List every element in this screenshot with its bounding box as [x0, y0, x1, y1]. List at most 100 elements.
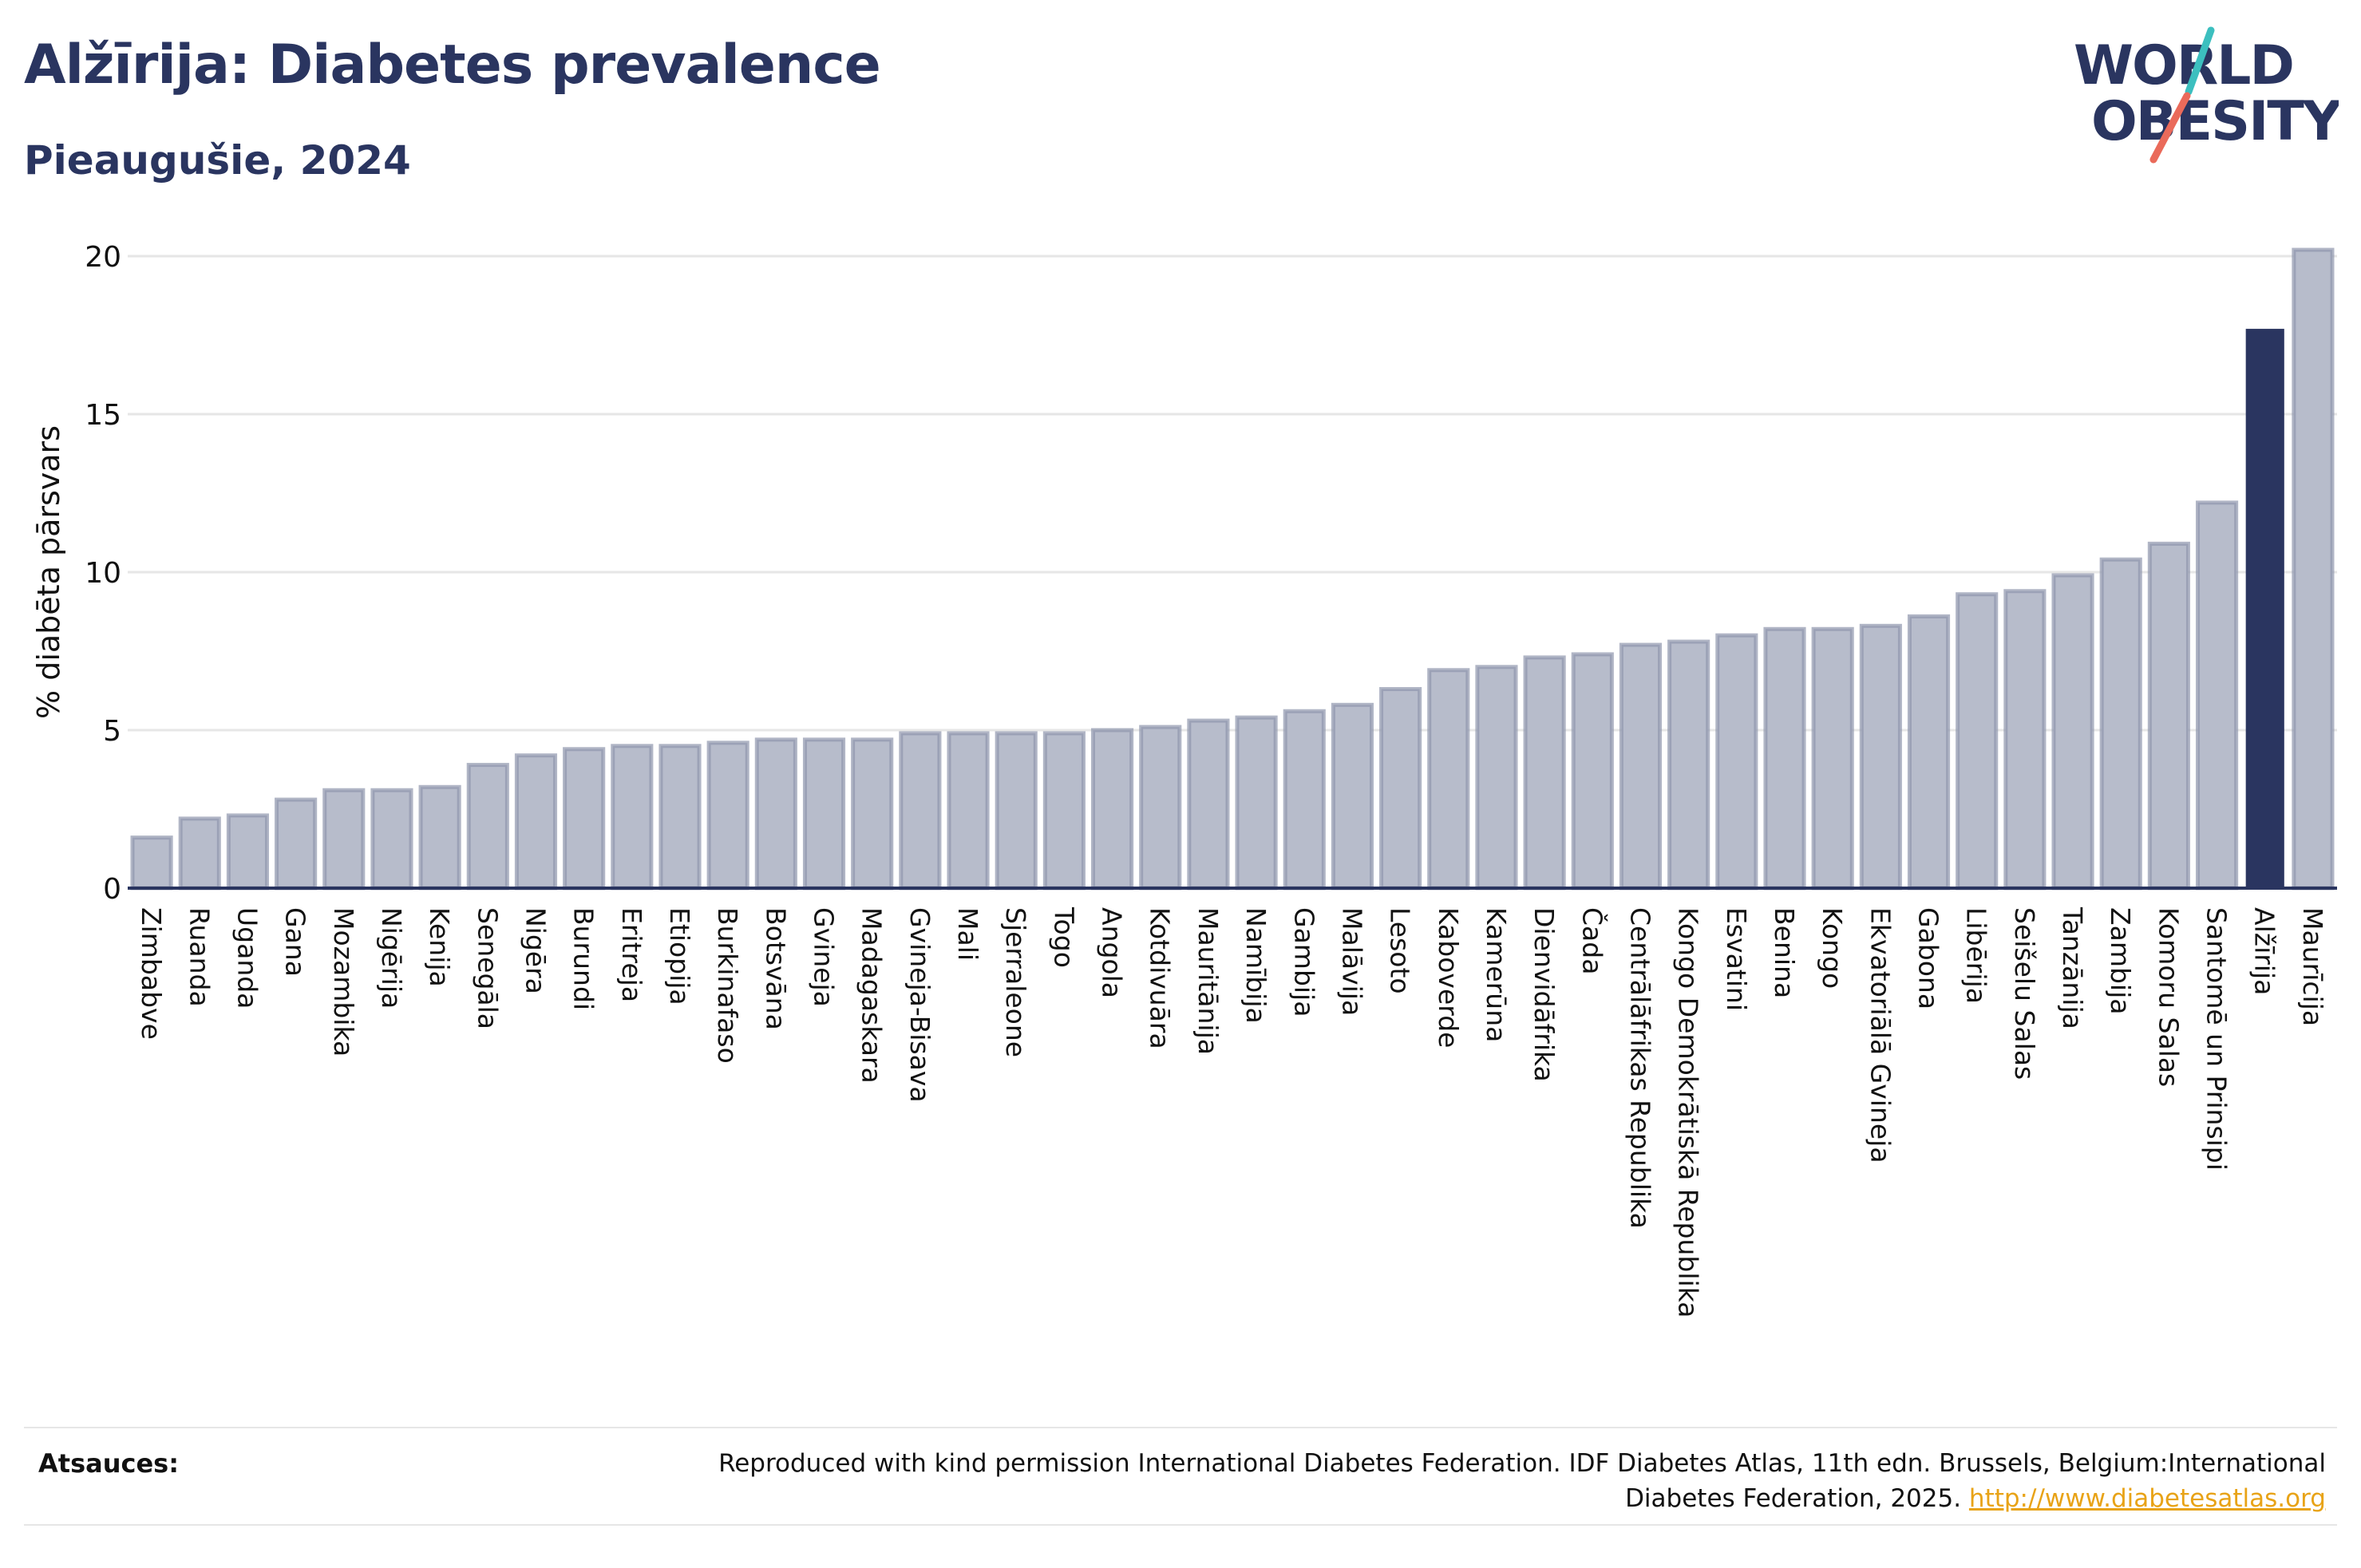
bar — [754, 737, 797, 891]
x-tick-label: Senegāla — [472, 907, 503, 1029]
x-tick-label: Dienvidāfrika — [1529, 907, 1560, 1082]
bar — [1859, 623, 1902, 891]
y-tick-labels: 0 5 10 15 20 — [85, 241, 121, 906]
bar — [130, 835, 173, 891]
x-tick-label: Ekvatoriālā Gvineja — [1865, 907, 1896, 1163]
x-tick-label: Botsvāna — [760, 907, 791, 1030]
x-tick-label: Malāvija — [1336, 907, 1367, 1016]
sources-line-1: Reproduced with kind permission Internat… — [718, 1449, 2326, 1478]
x-tick-label: Gambija — [1288, 907, 1319, 1017]
logo-text-world: WORLD — [2074, 34, 2293, 97]
bars — [130, 247, 2335, 891]
x-tick-label: Namībija — [1240, 907, 1271, 1024]
bar — [226, 813, 270, 891]
x-tick-label: Libērija — [1961, 907, 1992, 1004]
bar — [1379, 687, 1422, 891]
bar — [1907, 614, 1951, 891]
bar — [802, 737, 846, 891]
x-tick-label: Esvatini — [1721, 907, 1752, 1011]
x-tick-label: Kenija — [424, 907, 455, 987]
bar — [1187, 718, 1230, 891]
bar — [1139, 725, 1182, 891]
x-tick-label: Sjerraleone — [1000, 907, 1031, 1057]
x-tick-label: Angola — [1097, 907, 1128, 998]
bar — [178, 816, 221, 891]
x-tick-label: Gabona — [1913, 907, 1944, 1009]
x-tick-label: Nigēra — [520, 907, 551, 994]
bar — [466, 763, 509, 891]
y-tick-label: 20 — [85, 241, 121, 274]
x-tick-label: Gvineja-Bisava — [904, 907, 935, 1103]
bar — [322, 788, 366, 891]
x-tick-label: Kongo Demokrātiskā Republika — [1673, 907, 1704, 1317]
x-tick-label: Etiopija — [664, 907, 695, 1005]
x-tick-label: Mauritānija — [1192, 907, 1224, 1055]
x-tick-label: Mali — [952, 907, 983, 961]
y-axis-label: % diabēta pārsvars — [31, 425, 66, 719]
x-tick-label: Komoru Salas — [2153, 907, 2184, 1087]
bar — [1763, 626, 1806, 891]
world-obesity-logo: WORLD OBESITY — [2074, 26, 2339, 164]
bar — [418, 784, 461, 891]
bar — [1475, 665, 1518, 891]
bar — [1956, 592, 1999, 891]
x-tick-label: Burkinafaso — [712, 907, 743, 1064]
y-tick-label: 15 — [85, 399, 121, 432]
bar — [1571, 652, 1614, 891]
sources-label: Atsauces: — [38, 1448, 179, 1479]
x-tick-label: Lesoto — [1385, 907, 1416, 994]
x-tick-label: Nigērija — [376, 907, 407, 1009]
x-tick-label: Seišelu Salas — [2009, 907, 2040, 1080]
bar — [706, 741, 749, 891]
x-tick-label: Burundi — [568, 907, 599, 1010]
x-tick-label: Madagaskara — [856, 907, 888, 1084]
x-tick-label: Santomē un Prinsipi — [2201, 907, 2232, 1171]
sources-line-2: Diabetes Federation, 2025. — [1625, 1484, 1969, 1513]
x-tick-label: Mozambika — [328, 907, 359, 1057]
bar — [275, 797, 318, 891]
x-tick-label: Maurīcija — [2297, 907, 2328, 1026]
bar — [1042, 731, 1086, 891]
bar — [658, 744, 702, 891]
bar — [2051, 573, 2094, 891]
x-tick-label: Čada — [1576, 907, 1608, 974]
bar — [1523, 655, 1566, 891]
x-tick-label: Benina — [1769, 907, 1800, 998]
bar — [611, 744, 654, 891]
x-tick-label: Tanzānija — [2057, 906, 2088, 1029]
bar — [2195, 500, 2239, 891]
y-tick-label: 5 — [103, 715, 121, 748]
bar — [370, 788, 413, 891]
bar — [2245, 329, 2284, 889]
sources-text: Reproduced with kind permission Internat… — [650, 1446, 2326, 1516]
bar — [514, 753, 558, 891]
x-tick-label: Kamerūna — [1481, 907, 1512, 1042]
y-tick-label: 10 — [85, 557, 121, 590]
logo-slash-teal — [2185, 26, 2215, 96]
bar-chart: 0 5 10 15 20 Zimbabve Ruanda Uganda Gana Mozambi… — [31, 241, 2337, 1317]
bar — [851, 737, 894, 891]
x-tick-label: Zimbabve — [136, 907, 167, 1040]
x-tick-label: Ruanda — [184, 907, 215, 1007]
footer-divider-bottom — [24, 1524, 2337, 1526]
x-tick-label: Gvineja — [809, 907, 840, 1007]
x-tick-label: Uganda — [231, 907, 263, 1009]
x-tick-label: Eritreja — [616, 907, 647, 1002]
bar — [1811, 626, 1854, 891]
x-tick-label: Zambija — [2105, 907, 2136, 1014]
bar — [1619, 642, 1663, 891]
x-tick-labels: Zimbabve Ruanda Uganda Gana Mozambika Nigērij… — [136, 906, 2328, 1317]
sources-link[interactable]: http://www.diabetesatlas.org — [1968, 1484, 2326, 1513]
bar — [1235, 715, 1278, 891]
bar — [1283, 709, 1326, 891]
logo-text-obesity: OBESITY — [2091, 90, 2339, 153]
footer-divider-top — [24, 1427, 2337, 1428]
x-tick-label: Gana — [280, 907, 311, 977]
bar — [1090, 728, 1134, 891]
chart-subtitle: Pieaugušie, 2024 — [24, 137, 411, 184]
x-tick-label: Kotdivuāra — [1145, 907, 1176, 1049]
y-tick-label: 0 — [103, 873, 121, 906]
bar — [2099, 557, 2142, 891]
x-tick-label: Kongo — [1817, 907, 1848, 989]
bar — [2147, 541, 2190, 891]
